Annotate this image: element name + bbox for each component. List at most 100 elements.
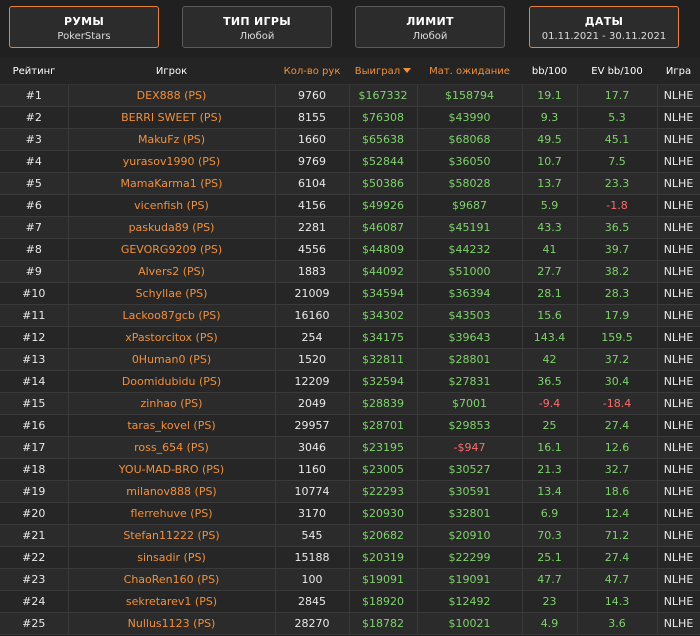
table-row: #5 MamaKarma1 (PS) 6104 $50386 $58028 13.7 23.… (0, 172, 700, 195)
col-header-ev[interactable]: Мат. ожидание (417, 58, 522, 85)
player-cell[interactable]: ChaoRen160 (PS) (68, 568, 276, 591)
rooms-filter-value: PokerStars (57, 31, 111, 42)
player-cell[interactable]: MamaKarma1 (PS) (68, 172, 276, 195)
game-cell: NLHE (657, 414, 700, 437)
player-cell[interactable]: Alvers2 (PS) (68, 260, 276, 283)
game-type-filter-button[interactable]: ТИП ИГРЫ Любой (182, 6, 332, 48)
player-cell[interactable]: sinsadir (PS) (68, 546, 276, 569)
table-row: #24 sekretarev1 (PS) 2845 $18920 $12492 23 14.… (0, 590, 700, 613)
bb100-cell: 13.7 (522, 172, 578, 195)
player-cell[interactable]: sekretarev1 (PS) (68, 590, 276, 613)
ev-cell: $36394 (417, 282, 523, 305)
bb100-cell: 70.3 (522, 524, 578, 547)
rooms-filter-button[interactable]: РУМЫ PokerStars (9, 6, 159, 48)
ev-bb100-cell: 12.4 (577, 502, 658, 525)
table-row: #17 ross_654 (PS) 3046 $23195 -$947 16.1 12.6 N… (0, 436, 700, 459)
player-cell[interactable]: YOU-MAD-BRO (PS) (68, 458, 276, 481)
player-cell[interactable]: Stefan11222 (PS) (68, 524, 276, 547)
ev-cell: $7001 (417, 392, 523, 415)
rank-cell: #12 (0, 326, 69, 349)
bb100-cell: 25 (522, 414, 578, 437)
player-cell[interactable]: GEVORG9209 (PS) (68, 238, 276, 261)
player-cell[interactable]: vicenfish (PS) (68, 194, 276, 217)
ev-cell: $58028 (417, 172, 523, 195)
rank-cell: #14 (0, 370, 69, 393)
hands-cell: 2845 (275, 590, 350, 613)
game-cell: NLHE (657, 436, 700, 459)
bb100-cell: 9.3 (522, 106, 578, 129)
col-header-bb100[interactable]: bb/100 (522, 58, 577, 85)
dates-filter-title: ДАТЫ (584, 15, 624, 28)
rank-cell: #6 (0, 194, 69, 217)
col-header-rank[interactable]: Рейтинг (0, 58, 68, 85)
col-header-hands[interactable]: Кол-во рук (275, 58, 349, 85)
rank-cell: #10 (0, 282, 69, 305)
hands-cell: 12209 (275, 370, 350, 393)
ev-bb100-cell: 30.4 (577, 370, 658, 393)
table-header-row: Рейтинг Игрок Кол-во рук Выиграл Мат. ож… (0, 58, 700, 85)
player-cell[interactable]: taras_kovel (PS) (68, 414, 276, 437)
dates-filter-button[interactable]: ДАТЫ 01.11.2021 - 30.11.2021 (529, 6, 679, 48)
won-cell: $28839 (349, 392, 418, 415)
player-cell[interactable]: Lackoo87gcb (PS) (68, 304, 276, 327)
player-cell[interactable]: Doomidubidu (PS) (68, 370, 276, 393)
hands-cell: 28270 (275, 612, 350, 635)
game-cell: NLHE (657, 282, 700, 305)
won-cell: $44092 (349, 260, 418, 283)
ev-cell: $22299 (417, 546, 523, 569)
rank-cell: #9 (0, 260, 69, 283)
won-cell: $18920 (349, 590, 418, 613)
player-cell[interactable]: paskuda89 (PS) (68, 216, 276, 239)
player-cell[interactable]: yurasov1990 (PS) (68, 150, 276, 173)
game-cell: NLHE (657, 502, 700, 525)
won-cell: $23195 (349, 436, 418, 459)
col-header-ev-bb100[interactable]: EV bb/100 (577, 58, 657, 85)
rank-cell: #2 (0, 106, 69, 129)
player-cell[interactable]: xPastorcitox (PS) (68, 326, 276, 349)
player-cell[interactable]: flerrehuve (PS) (68, 502, 276, 525)
table-row: #4 yurasov1990 (PS) 9769 $52844 $36050 10.7 7.… (0, 150, 700, 173)
player-cell[interactable]: 0Human0 (PS) (68, 348, 276, 371)
col-header-won[interactable]: Выиграл (349, 58, 417, 85)
player-cell[interactable]: Nullus1123 (PS) (68, 612, 276, 635)
rank-cell: #4 (0, 150, 69, 173)
ev-cell: $158794 (417, 84, 523, 107)
won-cell: $18782 (349, 612, 418, 635)
hands-cell: 1520 (275, 348, 350, 371)
game-cell: NLHE (657, 568, 700, 591)
game-cell: NLHE (657, 326, 700, 349)
table-row: #22 sinsadir (PS) 15188 $20319 $22299 25.1 27.… (0, 546, 700, 569)
player-cell[interactable]: ross_654 (PS) (68, 436, 276, 459)
player-cell[interactable]: DEX888 (PS) (68, 84, 276, 107)
player-cell[interactable]: BERRI SWEET (PS) (68, 106, 276, 129)
ev-bb100-cell: 17.7 (577, 84, 658, 107)
won-cell: $76308 (349, 106, 418, 129)
won-cell: $22293 (349, 480, 418, 503)
ev-bb100-cell: 45.1 (577, 128, 658, 151)
player-cell[interactable]: zinhao (PS) (68, 392, 276, 415)
ev-bb100-cell: 5.3 (577, 106, 658, 129)
col-header-game[interactable]: Игра (657, 58, 700, 85)
hands-cell: 6104 (275, 172, 350, 195)
ev-cell: -$947 (417, 436, 523, 459)
dates-filter-value: 01.11.2021 - 30.11.2021 (541, 31, 667, 42)
player-cell[interactable]: milanov888 (PS) (68, 480, 276, 503)
col-header-player[interactable]: Игрок (68, 58, 275, 85)
bb100-cell: 19.1 (522, 84, 578, 107)
bb100-cell: 36.5 (522, 370, 578, 393)
table-row: #12 xPastorcitox (PS) 254 $34175 $39643 143.4… (0, 326, 700, 349)
limit-filter-button[interactable]: ЛИМИТ Любой (355, 6, 505, 48)
ev-bb100-cell: 36.5 (577, 216, 658, 239)
player-cell[interactable]: Schyllae (PS) (68, 282, 276, 305)
hands-cell: 4156 (275, 194, 350, 217)
rank-cell: #7 (0, 216, 69, 239)
ev-cell: $45191 (417, 216, 523, 239)
hands-cell: 4556 (275, 238, 350, 261)
ev-bb100-cell: 47.7 (577, 568, 658, 591)
player-cell[interactable]: MakuFz (PS) (68, 128, 276, 151)
table-row: #18 YOU-MAD-BRO (PS) 1160 $23005 $30527 21.3 3… (0, 458, 700, 481)
hands-cell: 1660 (275, 128, 350, 151)
table-row: #6 vicenfish (PS) 4156 $49926 $9687 5.9 -1.8 NL… (0, 194, 700, 217)
hands-cell: 21009 (275, 282, 350, 305)
ev-bb100-cell: 159.5 (577, 326, 658, 349)
